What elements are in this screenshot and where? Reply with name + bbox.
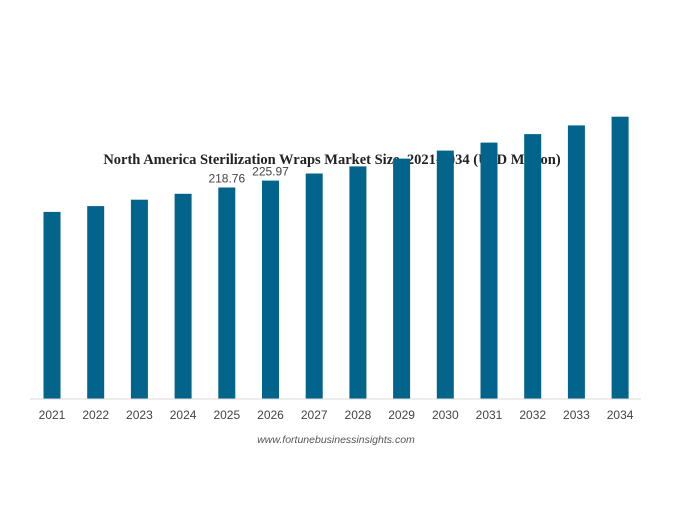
x-tick-label-2024: 2024 [170,408,197,422]
bar-2023 [130,199,148,399]
x-tick-label-2034: 2034 [607,408,634,422]
x-tick-label-2029: 2029 [388,408,415,422]
bar-2029 [393,158,411,399]
bar-2024 [174,193,192,399]
bar-2034 [611,116,629,399]
bar-2032 [524,134,542,399]
bar-2027 [305,173,323,399]
bar-2033 [567,125,585,400]
bar-2025 [218,187,236,399]
bars-group [43,116,629,400]
x-tick-label-2032: 2032 [519,408,546,422]
x-tick-label-2022: 2022 [82,408,109,422]
bar-2028 [349,166,367,399]
data-label-2025: 218.76 [208,172,245,186]
x-tick-label-2031: 2031 [476,408,503,422]
data-labels: 218.76 225.97 [208,165,289,186]
x-tick-label-2027: 2027 [301,408,328,422]
x-tick-label-2028: 2028 [345,408,372,422]
x-tick-label-2023: 2023 [126,408,153,422]
source-text: www.fortunebusinessinsights.com [257,434,415,446]
data-label-2026: 225.97 [252,165,289,179]
bar-2031 [480,142,498,399]
x-tick-label-2026: 2026 [257,408,284,422]
x-tick-label-2025: 2025 [213,408,240,422]
bar-2022 [87,206,105,399]
bar-2030 [436,150,454,399]
x-tick-label-2030: 2030 [432,408,459,422]
bar-2021 [43,211,61,399]
x-tick-label-2021: 2021 [39,408,66,422]
bar-2026 [262,180,279,399]
x-tick-label-2033: 2033 [563,408,590,422]
x-tick-labels: 2021 2022 2023 2024 2025 2026 2027 2028 2029 2030… [39,408,634,422]
